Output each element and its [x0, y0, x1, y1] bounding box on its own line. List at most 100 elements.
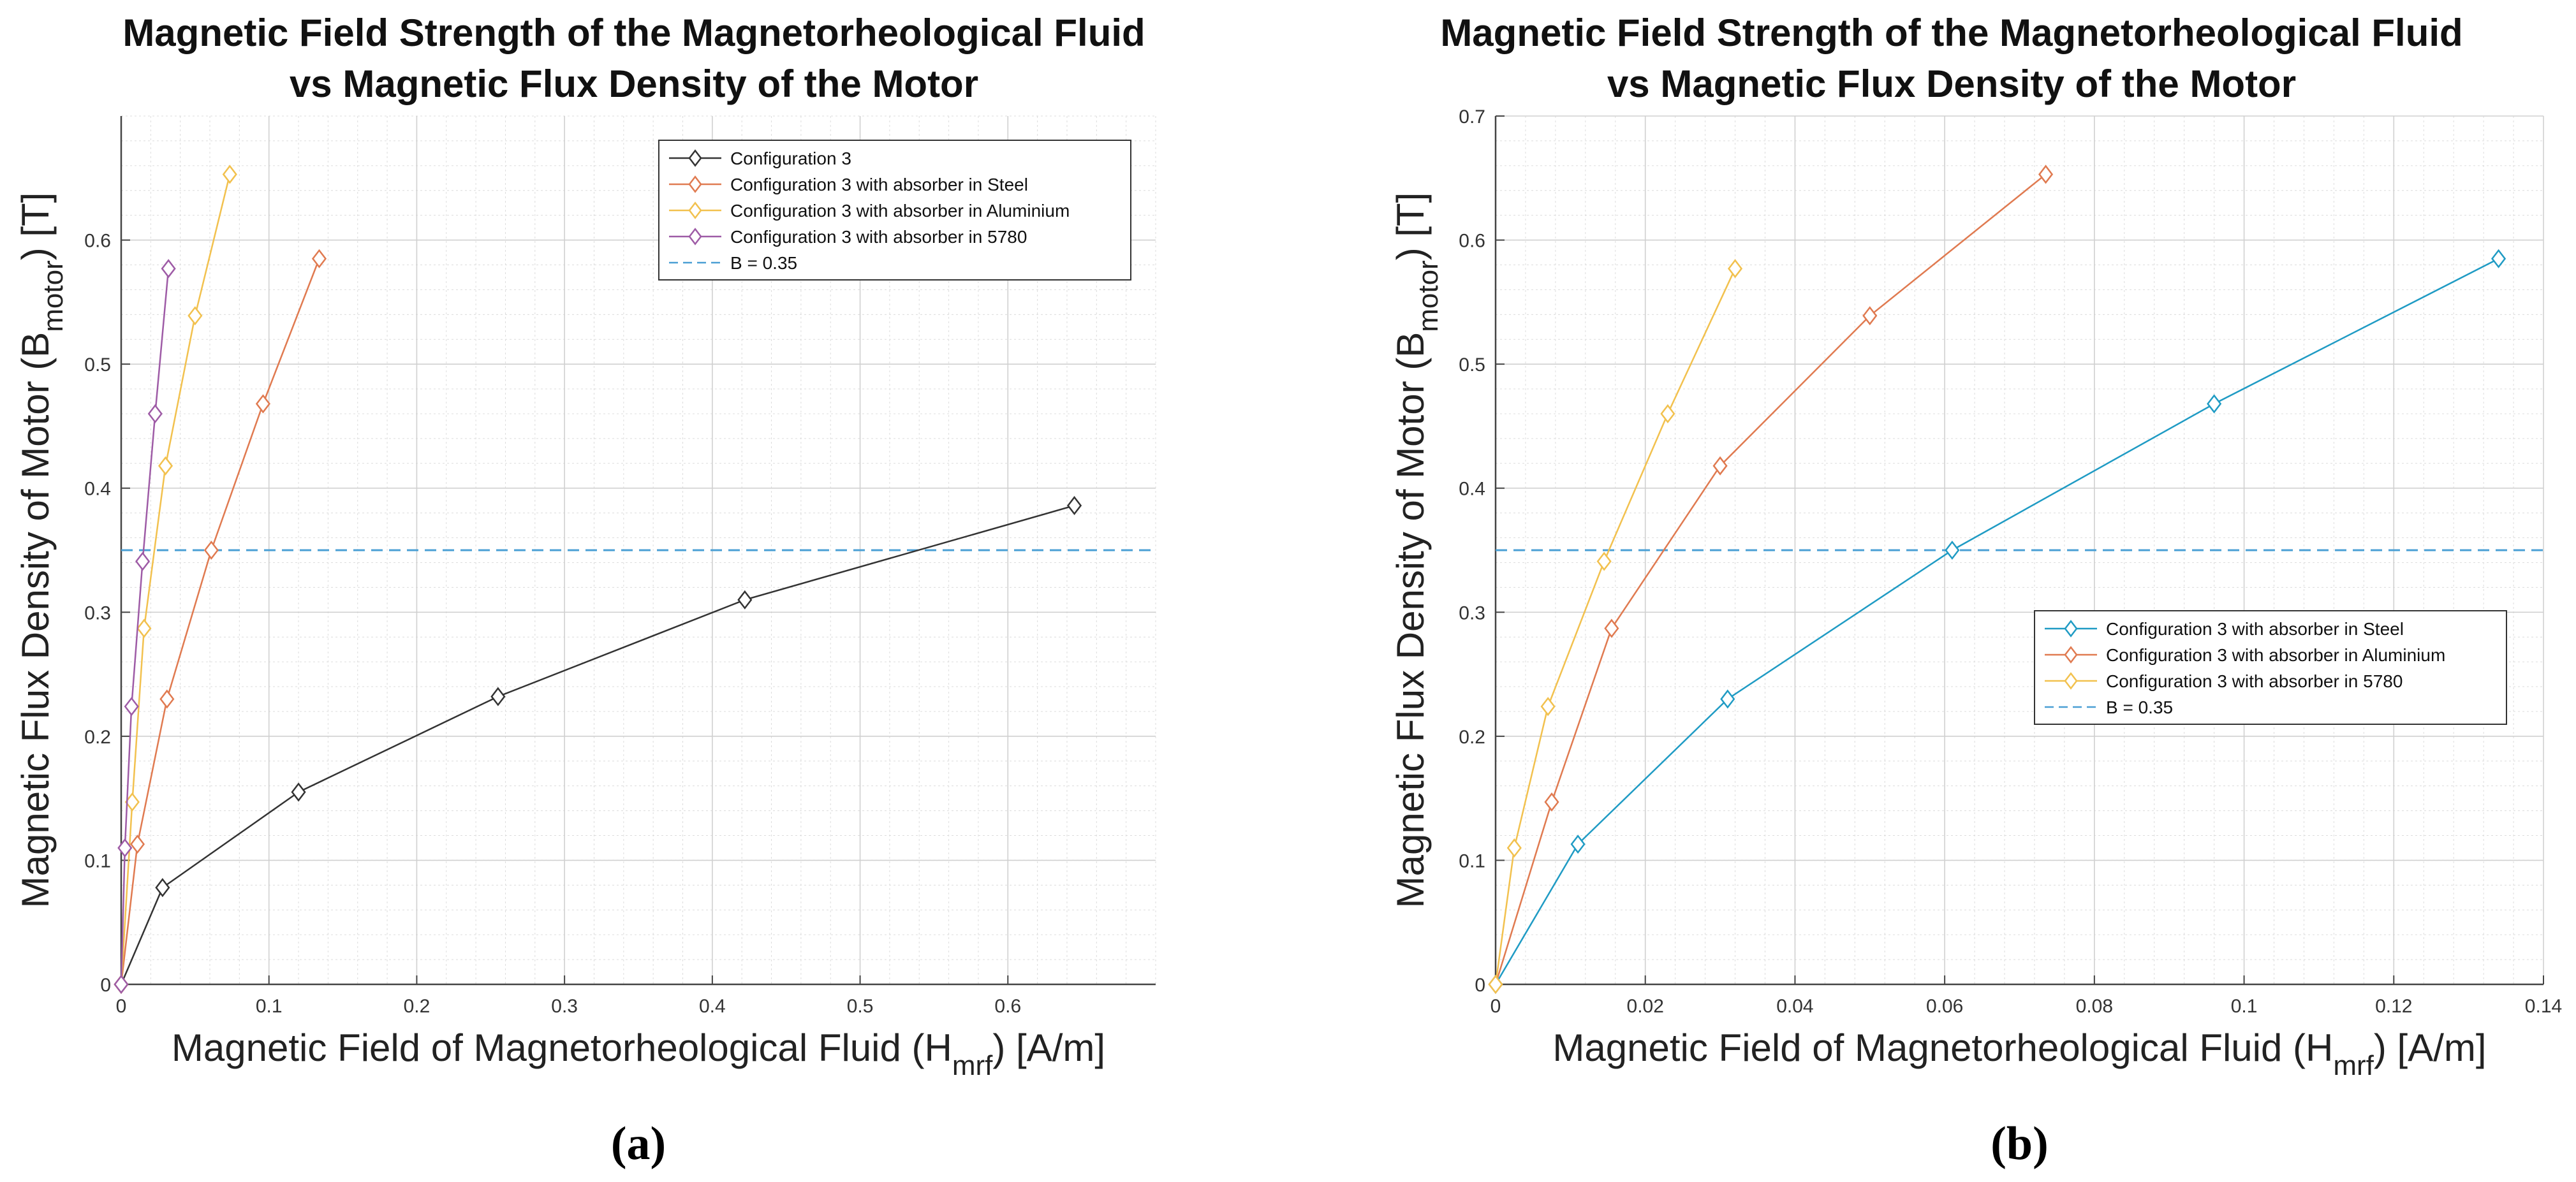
series-line	[120, 504, 1075, 985]
y-tick-label: 0	[100, 975, 111, 996]
y-tick-label: 0.3	[84, 602, 111, 624]
x-tick-label: 0.5	[847, 996, 874, 1017]
data-point	[159, 689, 175, 709]
y-tick-label: 0.1	[1459, 850, 1485, 872]
chart-title-line-1: Magnetic Field Strength of the Magnetorh…	[1440, 11, 2462, 54]
y-tick-label: 0.6	[1459, 231, 1485, 252]
data-point	[255, 394, 271, 414]
data-point	[490, 687, 506, 706]
series-line	[1494, 258, 2499, 985]
legend-swatch-marker	[688, 201, 702, 219]
chart-panel-b: 0 0.02 0.04 0.06 0.08 0.1 0.12 0.14 0 0.1 0.2 0.3 0.…	[1389, 11, 2562, 1170]
y-tick-label: 0.5	[84, 354, 111, 376]
x-tick-label: 0	[116, 996, 127, 1017]
series-2	[114, 164, 237, 995]
y-tick-label: 0.4	[1459, 479, 1485, 500]
legend-entry: Configuration 3 with absorber in Alumini…	[2045, 645, 2445, 665]
legend-entry: Configuration 3 with absorber in 5780	[669, 227, 1027, 247]
x-tick-label: 0.1	[256, 996, 283, 1017]
chart-title-line-2: vs Magnetic Flux Density of the Motor	[1607, 62, 2296, 105]
legend: Configuration 3 with absorber in Steel Co…	[2034, 610, 2507, 725]
x-tick-label: 0.6	[994, 996, 1021, 1017]
legend-label: Configuration 3	[730, 149, 851, 168]
chart-title-line-2: vs Magnetic Flux Density of the Motor	[290, 62, 978, 105]
data-point	[117, 838, 133, 858]
x-tick-label: 0.06	[1926, 996, 1963, 1017]
data-point	[161, 259, 176, 279]
y-tick-label: 0.5	[1459, 354, 1485, 376]
data-point	[2207, 394, 2222, 414]
series-line	[120, 268, 170, 985]
x-tick-label: 0.1	[2231, 996, 2258, 1017]
y-tick-label: 0.1	[84, 850, 111, 872]
series-line	[120, 258, 320, 985]
y-tick-label: 0.7	[1459, 106, 1485, 128]
legend-entry: Configuration 3	[669, 149, 851, 168]
data-point	[1540, 697, 1556, 717]
x-tick-label: 0.14	[2525, 996, 2562, 1017]
data-point	[1720, 689, 1735, 709]
chart-panel-a: 0 0.1 0.2 0.3 0.4 0.5 0.6 0 0.1 0.2 0.3 0.4 0.5 0.6 Co…	[14, 11, 1156, 1170]
data-point	[124, 697, 139, 717]
data-point	[1570, 835, 1586, 854]
data-point	[1945, 540, 1960, 560]
legend-label: B = 0.35	[2106, 697, 2173, 717]
data-point	[291, 782, 306, 802]
data-point	[1066, 495, 1082, 516]
y-tick-label: 0.6	[84, 231, 111, 252]
legend-swatch-marker	[688, 228, 702, 245]
x-tick-label: 0.2	[404, 996, 431, 1017]
x-tick-label: 0	[1490, 996, 1501, 1017]
legend-swatch-marker	[688, 149, 702, 167]
panel-label: (a)	[611, 1118, 666, 1170]
data-point	[124, 792, 140, 812]
data-point	[1488, 974, 1503, 995]
x-tick-label: 0.08	[2076, 996, 2113, 1017]
data-point	[222, 164, 237, 184]
legend-entry: Configuration 3 with absorber in Alumini…	[669, 201, 1070, 221]
x-tick-label: 0.04	[1776, 996, 1813, 1017]
x-tick-label: 0.02	[1627, 996, 1664, 1017]
y-axis-label: Magnetic Flux Density of Motor (Bmotor) …	[1389, 193, 1444, 908]
x-axis-label: Magnetic Field of Magnetorheological Flu…	[1552, 1026, 2486, 1081]
legend-swatch-marker	[2064, 672, 2078, 690]
data-point	[129, 835, 145, 854]
data-point	[737, 590, 753, 609]
data-point	[1862, 306, 1878, 326]
legend: Configuration 3 Configuration 3 with abso…	[658, 140, 1131, 281]
legend-label: Configuration 3 with absorber in Steel	[2106, 619, 2404, 639]
x-axis-label: Magnetic Field of Magnetorheological Flu…	[172, 1026, 1105, 1081]
legend-swatch-marker	[2064, 646, 2078, 664]
legend-label: Configuration 3 with absorber in Alumini…	[730, 201, 1070, 221]
y-tick-label: 0.4	[84, 479, 111, 500]
data-point	[1506, 838, 1522, 858]
data-point	[114, 974, 129, 995]
series-0	[1488, 249, 2506, 995]
data-point	[155, 878, 170, 898]
data-point	[1604, 618, 1619, 638]
data-point	[158, 456, 173, 476]
legend-swatch-marker	[2064, 620, 2078, 638]
data-point	[1596, 551, 1612, 571]
legend-entry: Configuration 3 with absorber in Steel	[669, 175, 1028, 194]
legend-entry: Configuration 3 with absorber in 5780	[2045, 671, 2403, 691]
y-axis-label: Magnetic Flux Density of Motor (Bmotor) …	[14, 193, 69, 908]
data-point	[1727, 259, 1743, 279]
legend-swatch-marker	[688, 175, 702, 193]
data-point	[188, 306, 203, 326]
legend-label: Configuration 3 with absorber in Steel	[730, 175, 1028, 194]
legend-box	[658, 140, 1131, 281]
y-tick-label: 0.2	[84, 727, 111, 748]
legend-box	[2034, 610, 2507, 725]
x-tick-label: 0.3	[551, 996, 578, 1017]
legend-label: Configuration 3 with absorber in Alumini…	[2106, 645, 2445, 665]
series-line	[1494, 268, 1736, 985]
series-3	[114, 259, 176, 995]
legend-entry: B = 0.35	[669, 253, 797, 273]
data-point	[1660, 404, 1675, 424]
data-point	[2038, 164, 2054, 184]
panel-label: (b)	[1991, 1118, 2048, 1170]
series-line	[1494, 173, 2047, 985]
legend-label: Configuration 3 with absorber in 5780	[730, 227, 1027, 247]
